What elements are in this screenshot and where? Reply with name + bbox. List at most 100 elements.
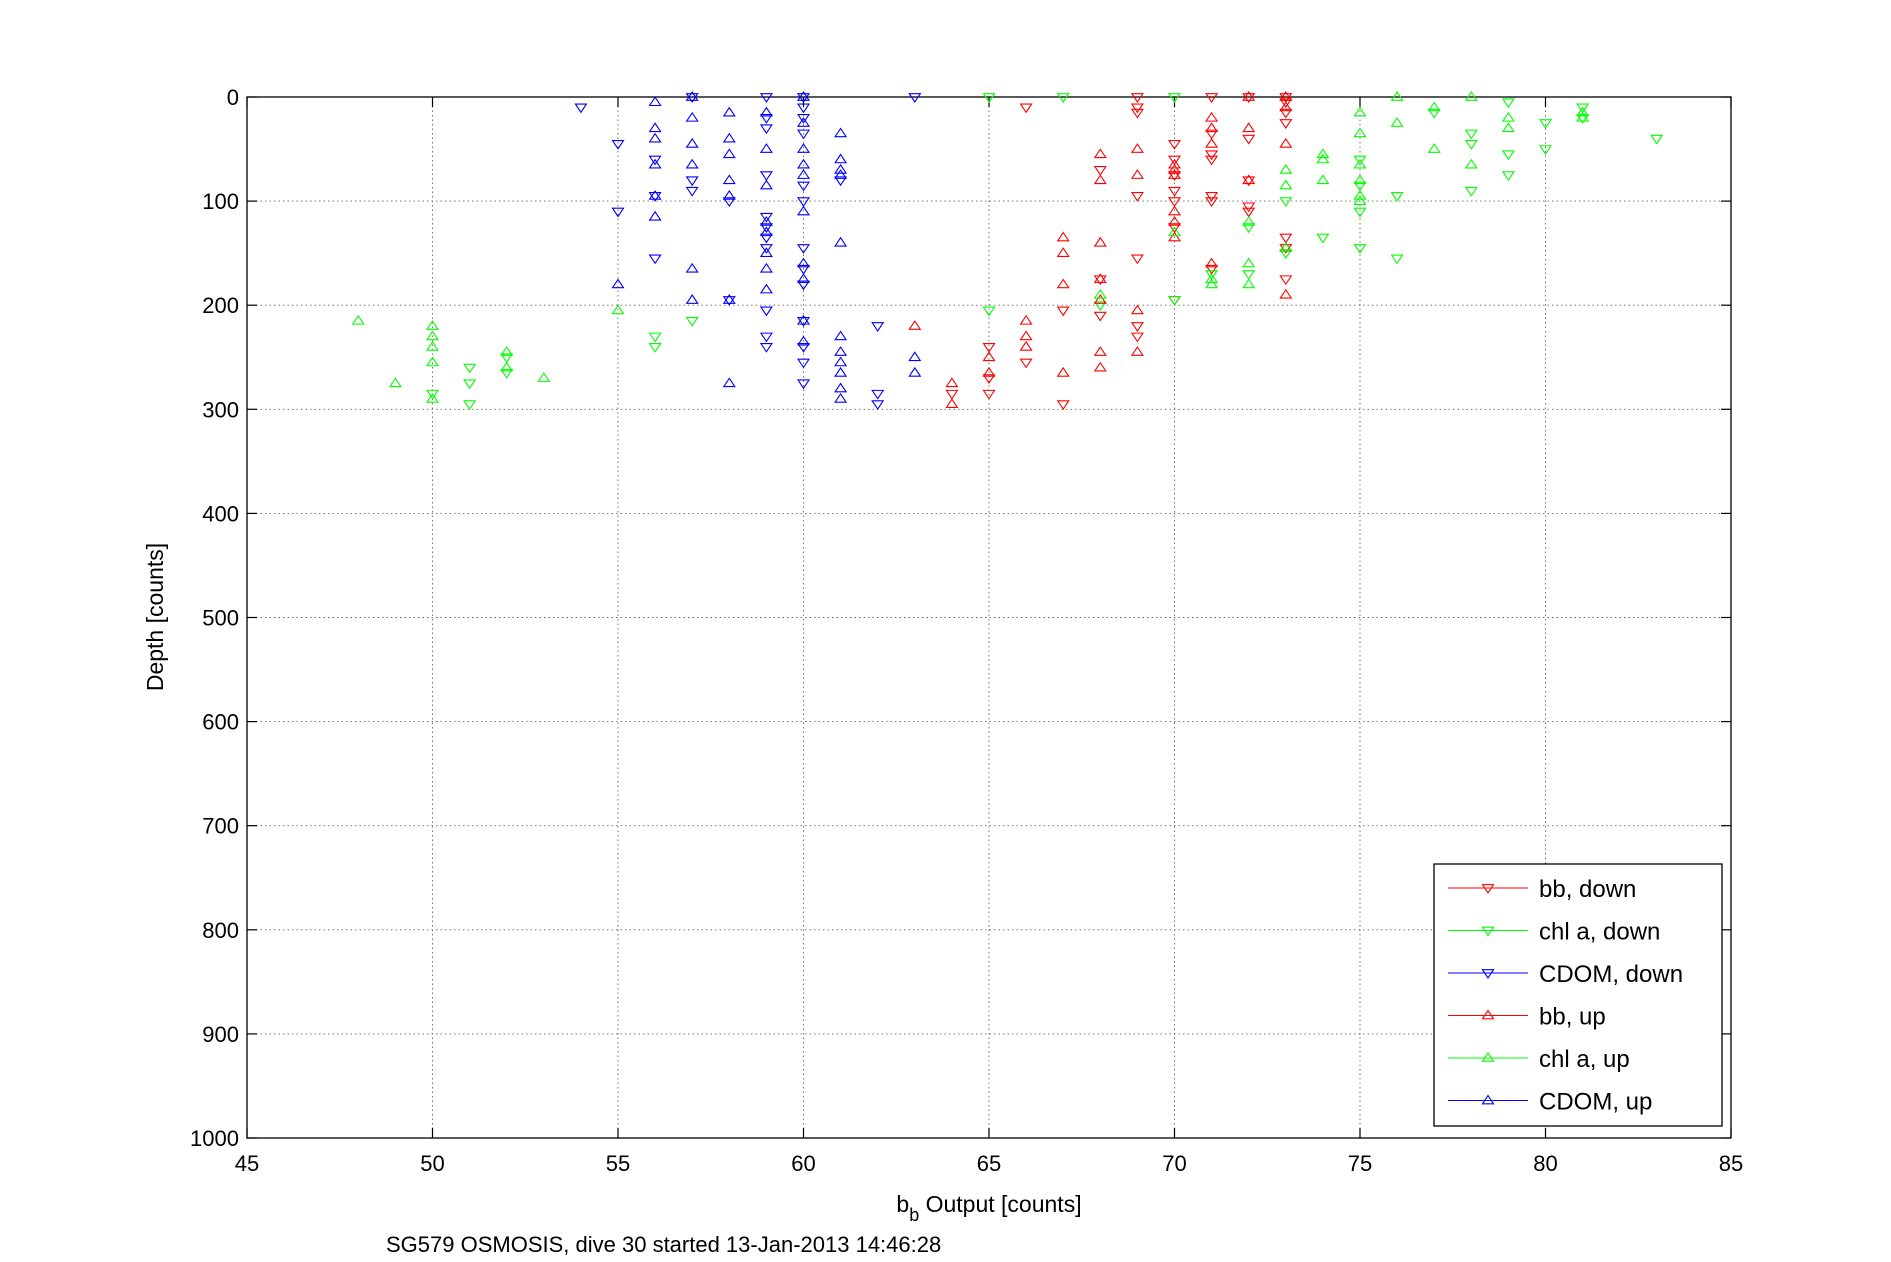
data-point: [796, 103, 811, 114]
data-point: [796, 91, 811, 101]
data-point: [500, 346, 514, 356]
data-point: [1093, 346, 1107, 356]
data-point: [1353, 174, 1367, 185]
data-point: [945, 398, 959, 408]
data-point: [982, 93, 996, 103]
data-point: [648, 155, 662, 166]
data-point: [796, 358, 811, 369]
legend-marker: [1481, 884, 1495, 894]
data-point: [611, 139, 625, 150]
data-point: [834, 366, 848, 377]
data-point: [500, 369, 514, 379]
data-point: [1056, 247, 1070, 258]
data-point: [759, 332, 773, 343]
data-point: [1167, 296, 1182, 306]
data-point: [759, 215, 773, 226]
data-point: [759, 262, 773, 273]
data-point: [1353, 244, 1367, 254]
data-point: [611, 207, 625, 218]
data-point: [796, 342, 811, 353]
y-axis-label: Depth [counts]: [142, 543, 168, 691]
data-point: [1167, 231, 1182, 242]
data-point: [685, 186, 699, 197]
data-point: [1242, 134, 1256, 145]
data-point: [908, 320, 922, 330]
legend-marker: [1481, 926, 1495, 937]
data-point: [796, 143, 811, 153]
data-point: [1279, 233, 1293, 244]
data-point: [796, 280, 811, 291]
data-point: [722, 148, 736, 159]
data-point: [1279, 98, 1293, 109]
y-tick-label: 900: [202, 1022, 239, 1047]
legend-item: chl a, up: [1448, 1046, 1630, 1073]
data-point: [759, 233, 773, 244]
data-point: [1353, 181, 1367, 192]
data-point: [685, 158, 699, 169]
data-point: [425, 356, 440, 367]
data-point: [463, 379, 477, 390]
data-point: [425, 392, 440, 403]
data-point: [1205, 93, 1219, 103]
data-point: [1019, 330, 1033, 341]
legend-item: CDOM, down: [1448, 961, 1683, 988]
data-point: [463, 400, 477, 411]
legend-marker: [1481, 1009, 1495, 1020]
legend-marker: [1481, 1094, 1495, 1105]
data-point: [834, 163, 848, 174]
data-point: [759, 179, 773, 190]
data-point: [908, 93, 922, 103]
data-point: [796, 169, 811, 179]
data-point: [1205, 111, 1219, 122]
data-point: [1279, 179, 1293, 190]
data-point: [648, 122, 662, 133]
data-point: [1130, 254, 1144, 265]
data-point: [1130, 143, 1144, 153]
data-point: [871, 400, 885, 411]
y-tick-label: 0: [227, 85, 239, 110]
data-point: [796, 93, 811, 103]
data-point: [1019, 340, 1033, 351]
data-point: [1093, 301, 1107, 312]
legend-box: [1433, 863, 1723, 1127]
series-chl-a-down: [425, 93, 1664, 411]
data-point: [796, 264, 811, 275]
data-point: [1279, 244, 1293, 254]
data-point: [796, 273, 811, 284]
data-point: [722, 174, 736, 185]
data-point: [1205, 192, 1219, 202]
legend-label: bb, up: [1539, 1004, 1606, 1031]
x-axis-label-rest: Output [counts]: [919, 1191, 1081, 1217]
data-point: [1279, 288, 1293, 299]
data-point: [871, 322, 885, 332]
data-point: [1056, 231, 1070, 242]
legend-item: bb, down: [1448, 876, 1636, 903]
data-point: [1242, 257, 1256, 268]
data-point: [945, 377, 959, 388]
data-point: [1279, 242, 1293, 252]
x-tick-label: 55: [606, 1151, 630, 1176]
legend-label: CDOM, down: [1539, 961, 1683, 988]
data-point: [1242, 223, 1256, 234]
data-point: [834, 169, 848, 179]
data-point: [574, 103, 588, 114]
data-point: [796, 129, 811, 140]
data-point: [1205, 150, 1219, 161]
data-point: [1279, 101, 1293, 112]
data-point: [1353, 127, 1367, 138]
data-point: [685, 316, 699, 327]
data-point: [1167, 139, 1182, 150]
data-point: [1130, 108, 1144, 119]
data-point: [1205, 257, 1219, 268]
x-axis-label: bb Output [counts]: [896, 1191, 1081, 1225]
data-point: [945, 389, 959, 400]
data-point: [908, 366, 922, 377]
data-point: [1056, 278, 1070, 289]
data-point: [1353, 158, 1367, 169]
data-point: [500, 361, 514, 372]
data-point: [685, 294, 699, 304]
y-tick-label: 400: [202, 501, 239, 526]
data-point: [1093, 288, 1107, 299]
data-point: [1093, 236, 1107, 247]
y-axis-ticks: 0 100 200 300 400 500 600 700 800 900 1000: [190, 85, 1731, 1151]
